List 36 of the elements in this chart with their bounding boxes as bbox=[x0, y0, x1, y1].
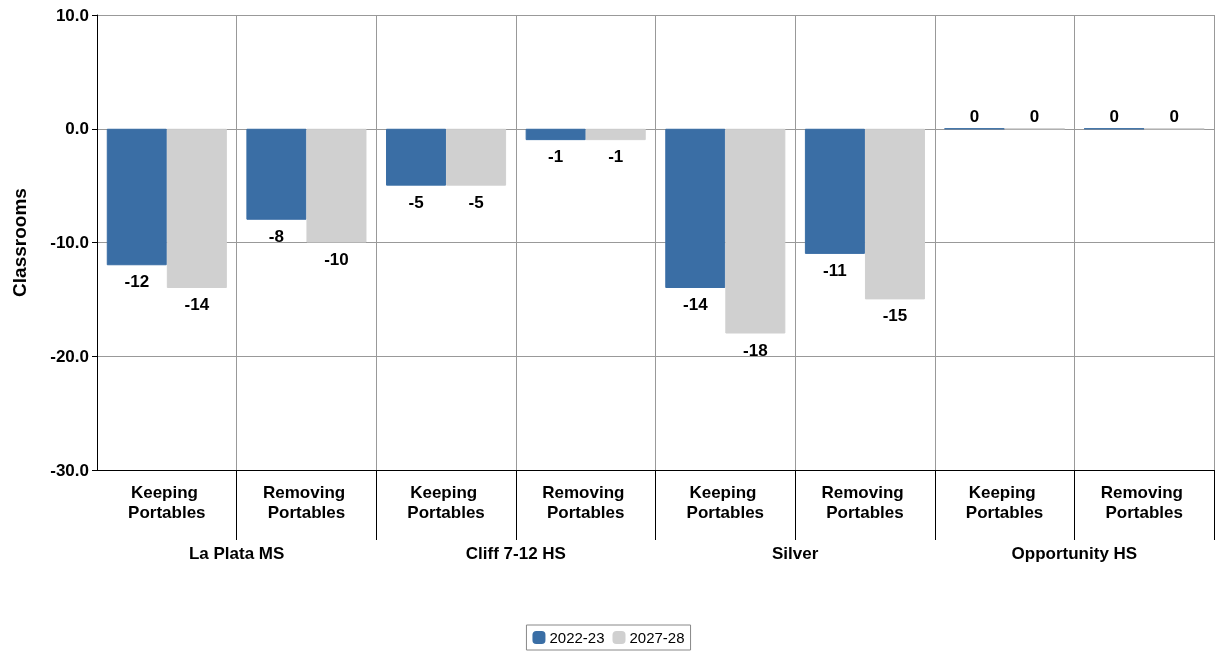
text: Silver bbox=[771, 543, 819, 563]
data-label: 0 bbox=[1029, 107, 1040, 127]
data-label: -12 bbox=[124, 272, 150, 292]
data-label: 0 bbox=[969, 107, 980, 127]
data-label: -5 bbox=[468, 192, 484, 212]
y-tick-label: 10.0 bbox=[55, 5, 89, 25]
data-label: -10 bbox=[324, 249, 349, 269]
x-tick-label: Removing Portables bbox=[262, 482, 350, 522]
data-label: -14 bbox=[184, 295, 210, 314]
x-tick-label: Keeping Portables bbox=[686, 482, 765, 522]
x-tick-label: Removing Portables bbox=[821, 482, 909, 522]
y-tick-label: 0.0 bbox=[65, 119, 89, 139]
x-tick-label: Removing Portables bbox=[1100, 482, 1188, 522]
text: La Plata MS bbox=[188, 543, 285, 563]
data-label: 0 bbox=[1169, 107, 1179, 127]
x-tick-label: Keeping Portables bbox=[965, 482, 1044, 522]
legend-label: 2022-23 bbox=[549, 629, 605, 646]
data-label: -1 bbox=[548, 147, 564, 167]
y-tick-label: -20.0 bbox=[50, 346, 89, 366]
x-tick-label: Keeping Portables bbox=[128, 482, 206, 522]
data-label: -14 bbox=[683, 295, 709, 314]
text: Opportunity HS bbox=[1011, 543, 1138, 563]
y-tick-label: -30.0 bbox=[50, 460, 89, 480]
text: Cliff 7-12 HS bbox=[465, 543, 566, 563]
data-label: -1 bbox=[608, 147, 624, 167]
data-label: 0 bbox=[1109, 107, 1119, 127]
data-label: -5 bbox=[408, 192, 424, 212]
y-tick-label: -10.0 bbox=[50, 233, 89, 252]
legend-label: 2027-28 bbox=[629, 629, 685, 646]
data-label: -11 bbox=[823, 260, 847, 280]
y-axis-title: Classrooms bbox=[9, 188, 30, 297]
x-tick-label: Keeping Portables bbox=[407, 482, 485, 522]
data-label: -15 bbox=[882, 306, 908, 326]
data-label: -18 bbox=[743, 340, 768, 360]
data-label: -8 bbox=[268, 226, 284, 246]
x-tick-label: Removing Portables bbox=[542, 482, 630, 522]
